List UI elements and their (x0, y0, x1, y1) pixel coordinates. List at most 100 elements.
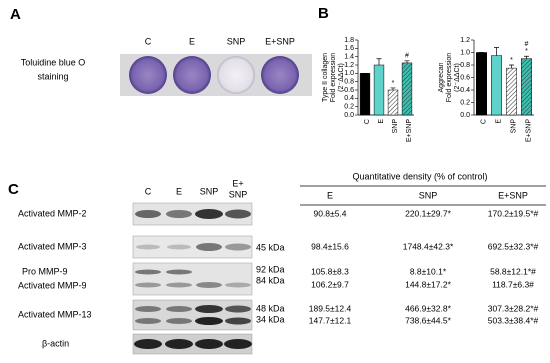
y-tick-label: 1.2 (460, 37, 470, 44)
table-cell: 144.8±17.2* (405, 279, 451, 289)
error-bar (390, 87, 396, 90)
y-tick-label: 1.4 (344, 54, 354, 61)
y-axis-label: Fold expression (446, 53, 453, 103)
table-cell: 8.8±10.1* (410, 266, 447, 276)
charts: Type II collagen Fold expression (2⁻ΔΔCt)0… (322, 37, 534, 142)
column-header: SNP (419, 190, 438, 200)
table-cell: 58.8±12.1*# (490, 266, 536, 276)
panel-label: C (8, 181, 19, 198)
lane-label: E (189, 36, 195, 46)
y-tick-label: 0.4 (344, 95, 354, 102)
blot (132, 202, 253, 355)
x-tick-label: C (364, 119, 371, 124)
error-bar (404, 60, 410, 63)
well (261, 56, 299, 94)
blot-row-label: Activated MMP-3 (18, 241, 87, 251)
table-cell: 466.9±32.8* (405, 303, 451, 313)
y-tick-label: 0.8 (344, 79, 354, 86)
x-tick-label: E (495, 119, 502, 124)
y-tick-label: 1.2 (344, 62, 354, 69)
column-header: E+SNP (498, 190, 528, 200)
lane-label: SNP (227, 36, 246, 46)
annotation: * (392, 80, 395, 87)
y-tick-label: 1.0 (344, 70, 354, 77)
blot-row-label: β-actin (42, 338, 69, 348)
table-cell: 106.2±9.7 (311, 279, 349, 289)
y-tick-label: 0.2 (460, 99, 470, 106)
y-axis-label: Aggrecan (438, 62, 445, 92)
x-tick-label: C (480, 119, 487, 124)
lane-label: E+ (232, 178, 243, 188)
y-tick-label: 0.6 (460, 74, 470, 81)
table-cell: 220.1±29.7* (405, 208, 451, 218)
y-tick-label: 0.6 (344, 87, 354, 94)
y-tick-label: 1.0 (460, 49, 470, 56)
marker-label: 84 kDa (256, 275, 285, 285)
lane-label: SNP (200, 186, 219, 196)
error-bar (524, 55, 529, 59)
annotation: # (405, 53, 409, 60)
error-bar (494, 47, 499, 56)
well (173, 56, 211, 94)
x-tick-label: E+SNP (406, 119, 413, 142)
error-bar (509, 64, 514, 69)
annotation: # (525, 41, 529, 48)
y-axis-label: Type II collagen (322, 53, 329, 102)
table-cell: 170.2±19.5*# (488, 208, 539, 218)
error-bar (376, 58, 382, 65)
table: E SNP E+SNP 90.8±5.4 220.1±29.7* 170.2±19.5*#… (309, 190, 539, 325)
x-tick-label: SNP (510, 119, 517, 134)
well (129, 56, 167, 94)
lane-label: C (145, 186, 152, 196)
y-tick-label: 0.8 (460, 62, 470, 69)
x-tick-label: E (378, 119, 385, 124)
table-cell: 692.5±32.3*# (488, 241, 539, 251)
lane-label: E+SNP (265, 36, 295, 46)
y-tick-label: 1.8 (344, 37, 354, 44)
marker-label: 45 kDa (256, 242, 285, 252)
blot-row-label: Pro MMP-9 (22, 266, 68, 276)
bar-hatch (388, 90, 398, 115)
column-header: E (327, 190, 333, 200)
table-cell: 118.7±6.3# (492, 279, 534, 289)
y-tick-label: 0.2 (344, 104, 354, 111)
bar (476, 52, 487, 116)
table-cell: 307.3±28.2*# (488, 303, 539, 313)
bar-hatch (402, 62, 412, 115)
table-cell: 147.7±12.1 (309, 315, 352, 325)
blot-row-label: Activated MMP-2 (18, 208, 87, 218)
bar (491, 55, 502, 116)
y-tick-label: 0.0 (344, 112, 354, 119)
annotation: * (510, 57, 513, 64)
marker-label: 48 kDa (256, 303, 285, 313)
blot-row-label: Activated MMP-13 (18, 309, 92, 319)
table-cell: 98.4±15.6 (311, 241, 349, 251)
table-cell: 1748.4±42.3* (403, 241, 454, 251)
well (217, 56, 255, 94)
marker-label: 34 kDa (256, 314, 285, 324)
x-tick-label: E+SNP (525, 119, 532, 142)
y-axis-label: Fold expression (330, 53, 337, 103)
stain-label: staining (37, 71, 68, 81)
table-title: Quantitative density (% of control) (352, 171, 487, 181)
lane-label: E (176, 186, 182, 196)
annotation: * (525, 48, 528, 55)
bar (373, 64, 385, 116)
blot-row-label: Activated MMP-9 (18, 280, 87, 290)
bar-hatch (521, 58, 532, 115)
table-cell: 738.6±44.5* (405, 315, 451, 325)
panel-label: B (318, 5, 329, 22)
y-axis-label: (2⁻ΔΔCt) (454, 63, 461, 92)
marker-label: 92 kDa (256, 264, 285, 274)
table-cell: 105.8±8.3 (311, 266, 349, 276)
lane-label: SNP (229, 189, 248, 199)
lane-label: C (145, 36, 152, 46)
x-tick-label: SNP (392, 119, 399, 134)
table-cell: 503.3±38.4*# (488, 315, 539, 325)
y-axis-label: (2⁻ΔΔCt) (338, 63, 345, 92)
y-tick-label: 1.6 (344, 45, 354, 52)
table-cell: 189.5±12.4 (309, 303, 352, 313)
bar-hatch (506, 68, 517, 115)
